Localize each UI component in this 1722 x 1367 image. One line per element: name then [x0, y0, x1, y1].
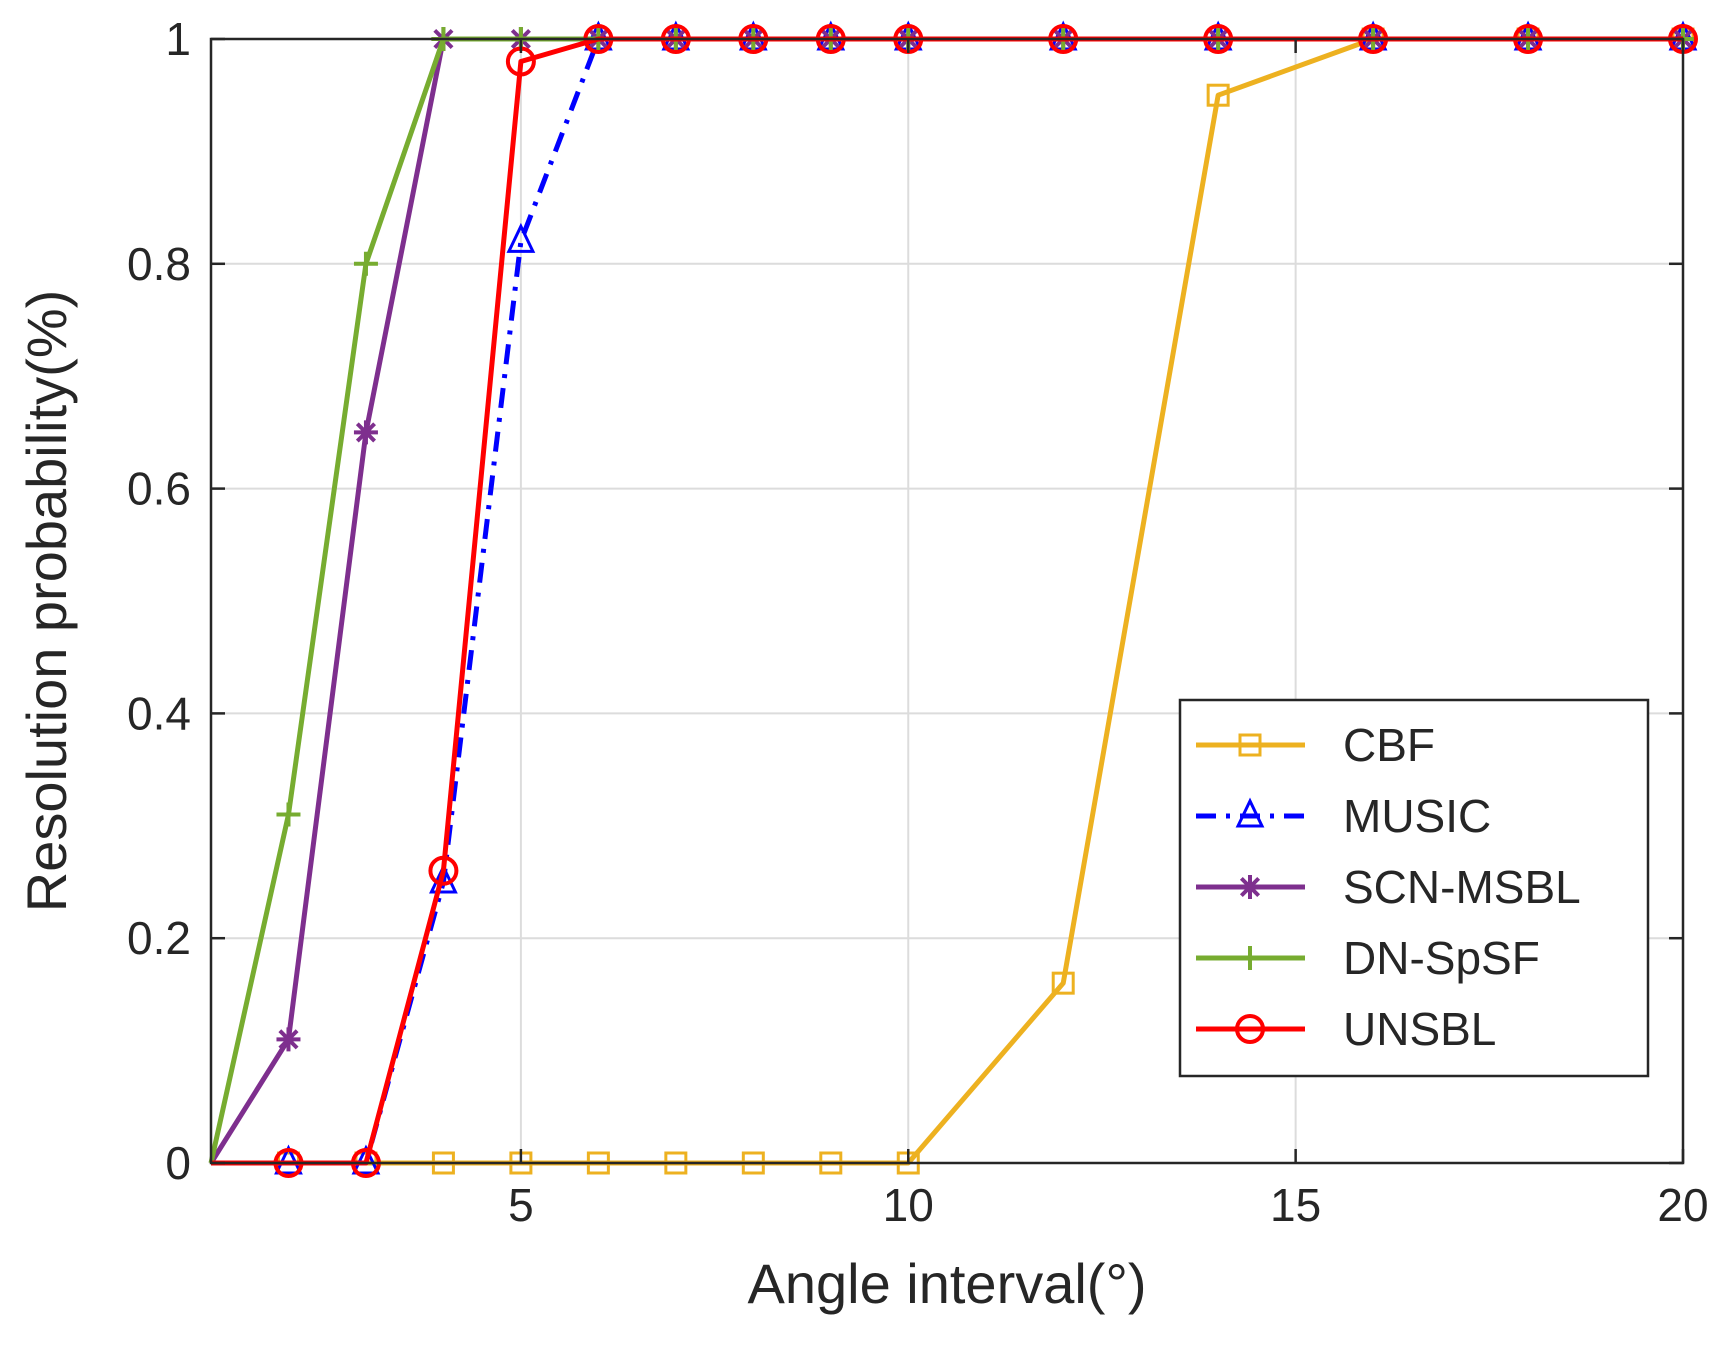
- data-point: [429, 863, 458, 894]
- data-point: [1051, 971, 1075, 995]
- y-tick-label: 0.2: [127, 912, 191, 964]
- legend-item: DN-SpSF: [1196, 932, 1540, 984]
- x-tick-label: 10: [883, 1179, 934, 1231]
- legend-marker: [1238, 946, 1262, 970]
- legend: CBF MUSIC SCN-MSBL DN-SpSF UNSBL: [1178, 698, 1650, 1078]
- legend-item: UNSBL: [1196, 1003, 1496, 1055]
- y-tick-label: 0.4: [127, 687, 191, 739]
- data-point: [276, 1027, 301, 1052]
- data-point: [276, 802, 301, 827]
- x-axis-label: Angle interval(°): [748, 1252, 1147, 1315]
- legend-label: UNSBL: [1343, 1003, 1496, 1055]
- y-tick-label: 0.8: [127, 238, 191, 290]
- x-tick-label: 20: [1657, 1179, 1708, 1231]
- x-tick-label: 5: [508, 1179, 534, 1231]
- y-axis-label: Resolution probability(%): [15, 290, 78, 913]
- legend-label: DN-SpSF: [1343, 932, 1540, 984]
- legend-item: MUSIC: [1196, 790, 1491, 842]
- y-tick-label: 0: [165, 1137, 191, 1189]
- legend-label: MUSIC: [1343, 790, 1491, 842]
- legend-item: SCN-MSBL: [1196, 861, 1581, 913]
- data-point: [353, 251, 378, 276]
- legend-item: CBF: [1196, 719, 1435, 771]
- x-tick-label: 15: [1270, 1179, 1321, 1231]
- y-tick-label: 0.6: [127, 463, 191, 515]
- data-point: [1206, 83, 1230, 107]
- legend-marker: [1235, 1014, 1265, 1044]
- legend-label: SCN-MSBL: [1343, 861, 1581, 913]
- legend-label: CBF: [1343, 719, 1435, 771]
- legend-marker: [1235, 797, 1265, 828]
- legend-marker: [1238, 875, 1262, 899]
- y-tick-label: 1: [165, 13, 191, 65]
- plot-frame: [209, 37, 1685, 1165]
- data-point: [353, 420, 378, 445]
- data-point: [506, 222, 536, 253]
- legend-marker: [1238, 733, 1262, 757]
- ticks: 5 10 15 20 0 0.2 0.4 0.6 0.8 1: [127, 13, 1709, 1231]
- data-point: [428, 855, 459, 886]
